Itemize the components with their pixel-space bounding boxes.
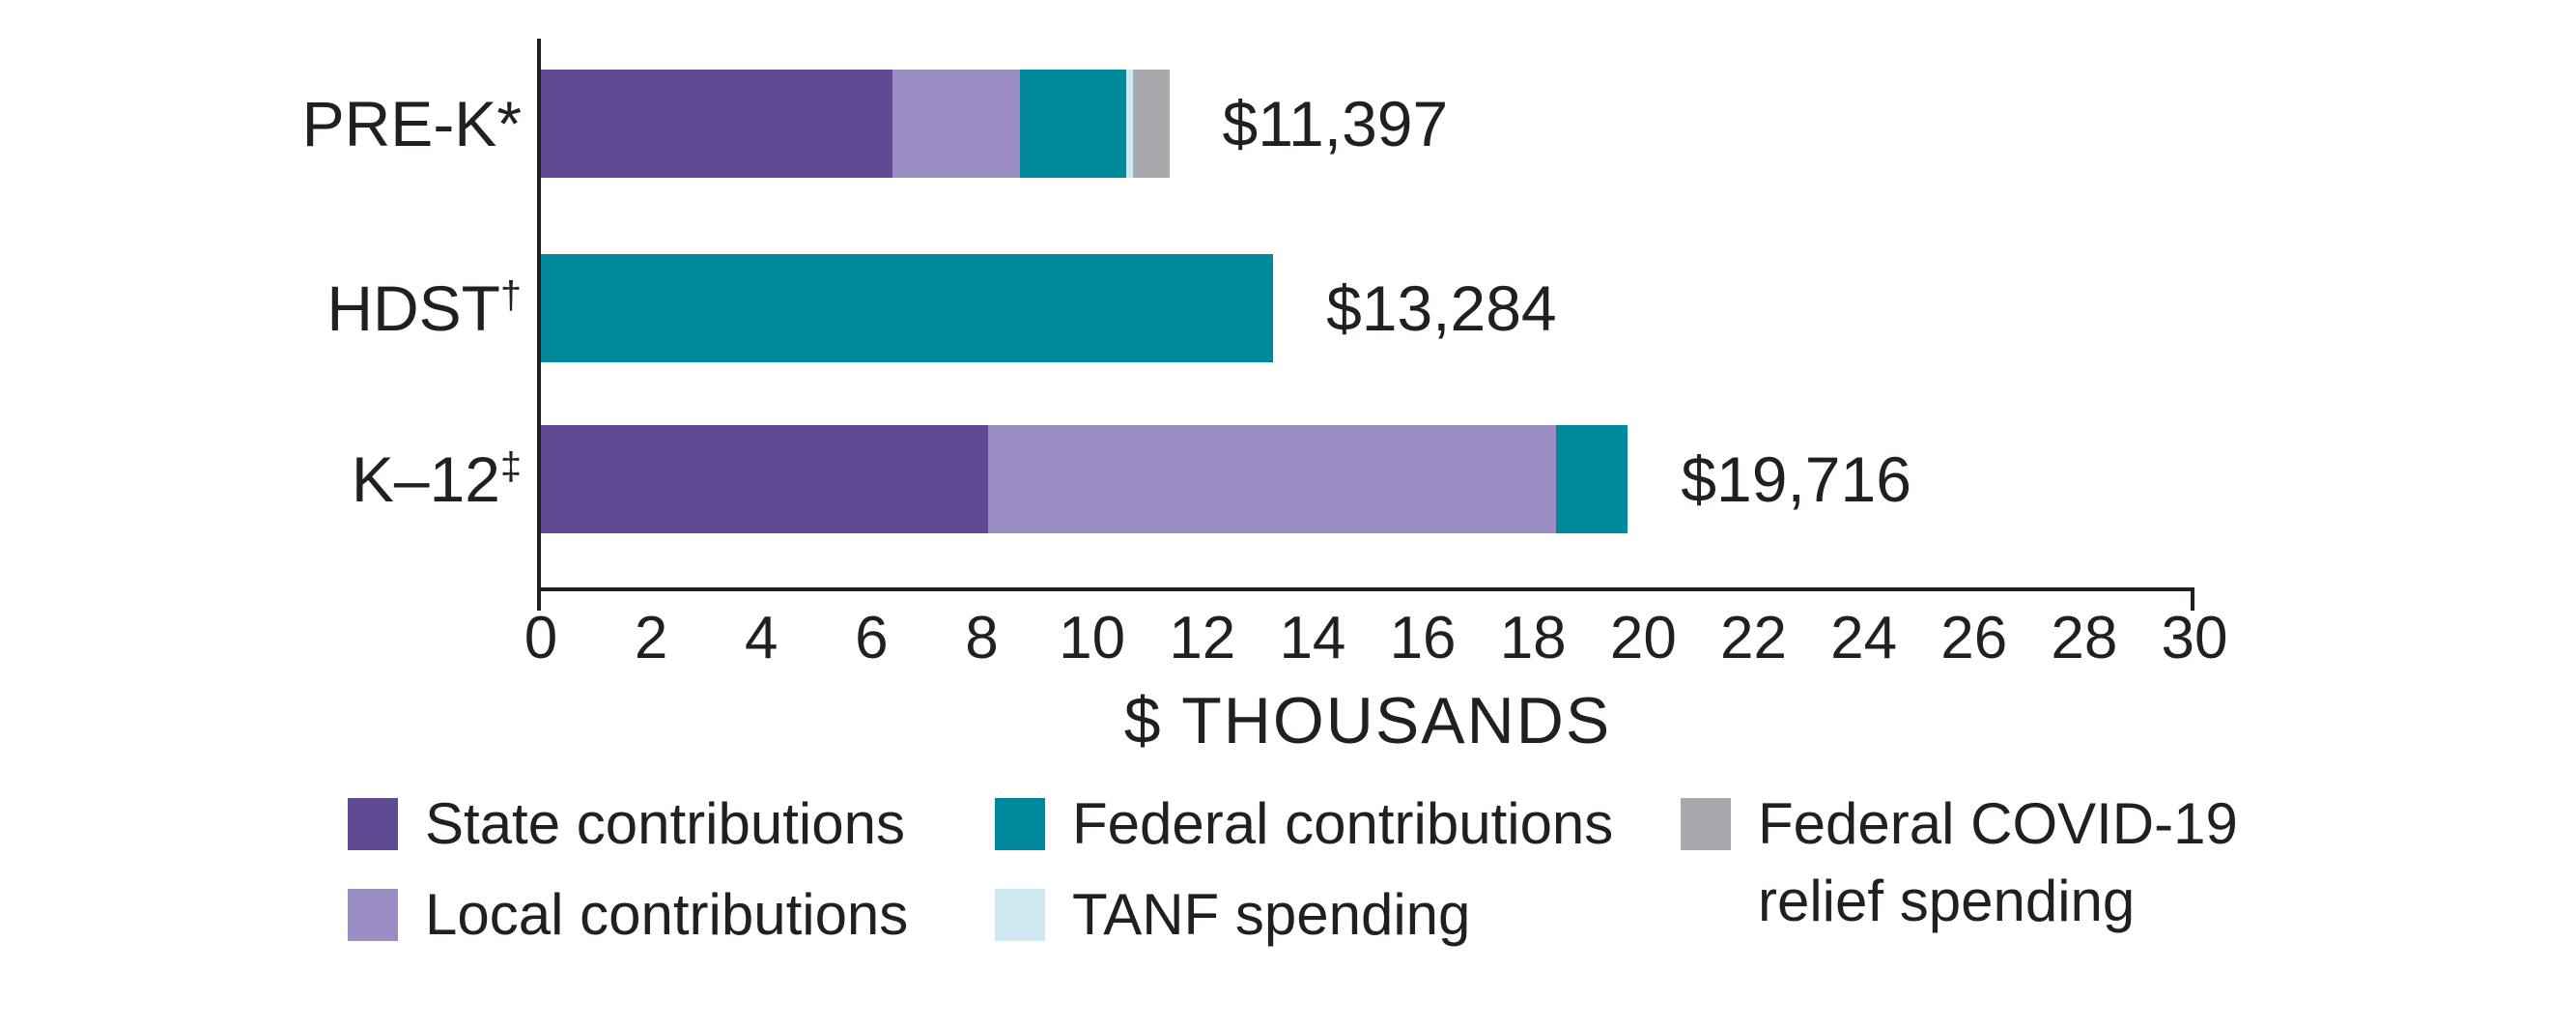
legend-swatch-federal-covid-19-relief-spending [1681,798,1731,850]
bar-segment-k-12-federal-contributions [1555,425,1628,533]
legend-swatch-tanf-spending [995,889,1045,941]
x-tick-label-10: 10 [1059,605,1126,671]
bar-segment-pre-k-federal-covid-19-relief-spending [1132,70,1170,178]
legend-label-federal-contributions: Federal contributions [1072,791,1614,856]
legend-item-federal-covid-19-relief-spending: Federal COVID-19 relief spending [1681,791,2238,940]
x-tick-label-8: 8 [965,605,999,671]
category-label-k-12: K–12‡ [351,443,522,515]
legend-label-tanf-spending: TANF spending [1072,882,1471,947]
value-label-hdst: $13,284 [1326,272,1557,344]
x-tick-label-16: 16 [1389,605,1457,671]
legend-swatch-state-contributions [348,798,398,850]
x-tick-label-18: 18 [1499,605,1567,671]
bar-segment-pre-k-local-contributions [892,70,1020,178]
bar-segment-k-12-state-contributions [541,425,988,533]
x-tick-label-28: 28 [2051,605,2118,671]
category-label-hdst: HDST† [326,272,522,344]
bar-segment-hdst-federal-contributions [541,254,1274,362]
bar-segment-pre-k-federal-contributions [1019,70,1127,178]
legend-item-federal-contributions: Federal contributions [995,791,1613,863]
legend-item-state-contributions: State contributions [348,791,905,863]
x-axis-end-tick [2191,587,2194,611]
x-tick-label-26: 26 [1940,605,2008,671]
legend-label-local-contributions: Local contributions [425,882,909,947]
legend-swatch-local-contributions [348,889,398,941]
footnote-marker: ‡ [499,445,522,488]
bar-row-hdst: HDST† $13,284 [0,254,2576,362]
bar-row-k-12: K–12‡ $19,716 [0,425,2576,533]
bar-row-pre-k: PRE-K* $11,397 [0,70,2576,178]
x-axis-title: $ THOUSANDS [1123,684,1612,757]
x-tick-label-12: 12 [1169,605,1236,671]
x-tick-label-4: 4 [745,605,778,671]
bar-segment-pre-k-state-contributions [541,70,893,178]
x-tick-label-30: 30 [2161,605,2228,671]
category-label-pre-k: PRE-K* [301,88,522,159]
x-axis-line [537,587,2194,591]
legend-item-tanf-spending: TANF spending [995,882,1470,954]
legend-swatch-federal-contributions [995,798,1045,850]
y-axis-line [537,39,541,611]
bar-segment-k-12-local-contributions [987,425,1556,533]
legend-item-local-contributions: Local contributions [348,882,908,954]
x-tick-label-14: 14 [1279,605,1346,671]
x-tick-label-22: 22 [1719,605,1787,671]
bar-segment-pre-k-tanf-spending [1126,70,1133,178]
legend-label-federal-covid-19-relief-spending: Federal COVID-19 relief spending [1758,791,2238,933]
x-tick-label-20: 20 [1609,605,1677,671]
footnote-marker: † [499,274,522,317]
x-tick-label-2: 2 [634,605,668,671]
value-label-pre-k: $11,397 [1222,88,1449,159]
x-tick-label-6: 6 [855,605,889,671]
legend-label-state-contributions: State contributions [425,791,905,856]
value-label-k-12: $19,716 [1681,443,1911,515]
x-tick-label-24: 24 [1830,605,1898,671]
x-tick-label-0: 0 [524,605,558,671]
